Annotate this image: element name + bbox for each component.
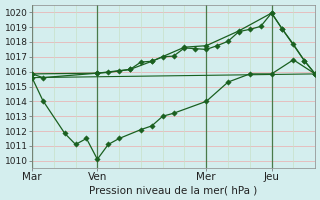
X-axis label: Pression niveau de la mer( hPa ): Pression niveau de la mer( hPa ) [90,185,258,195]
